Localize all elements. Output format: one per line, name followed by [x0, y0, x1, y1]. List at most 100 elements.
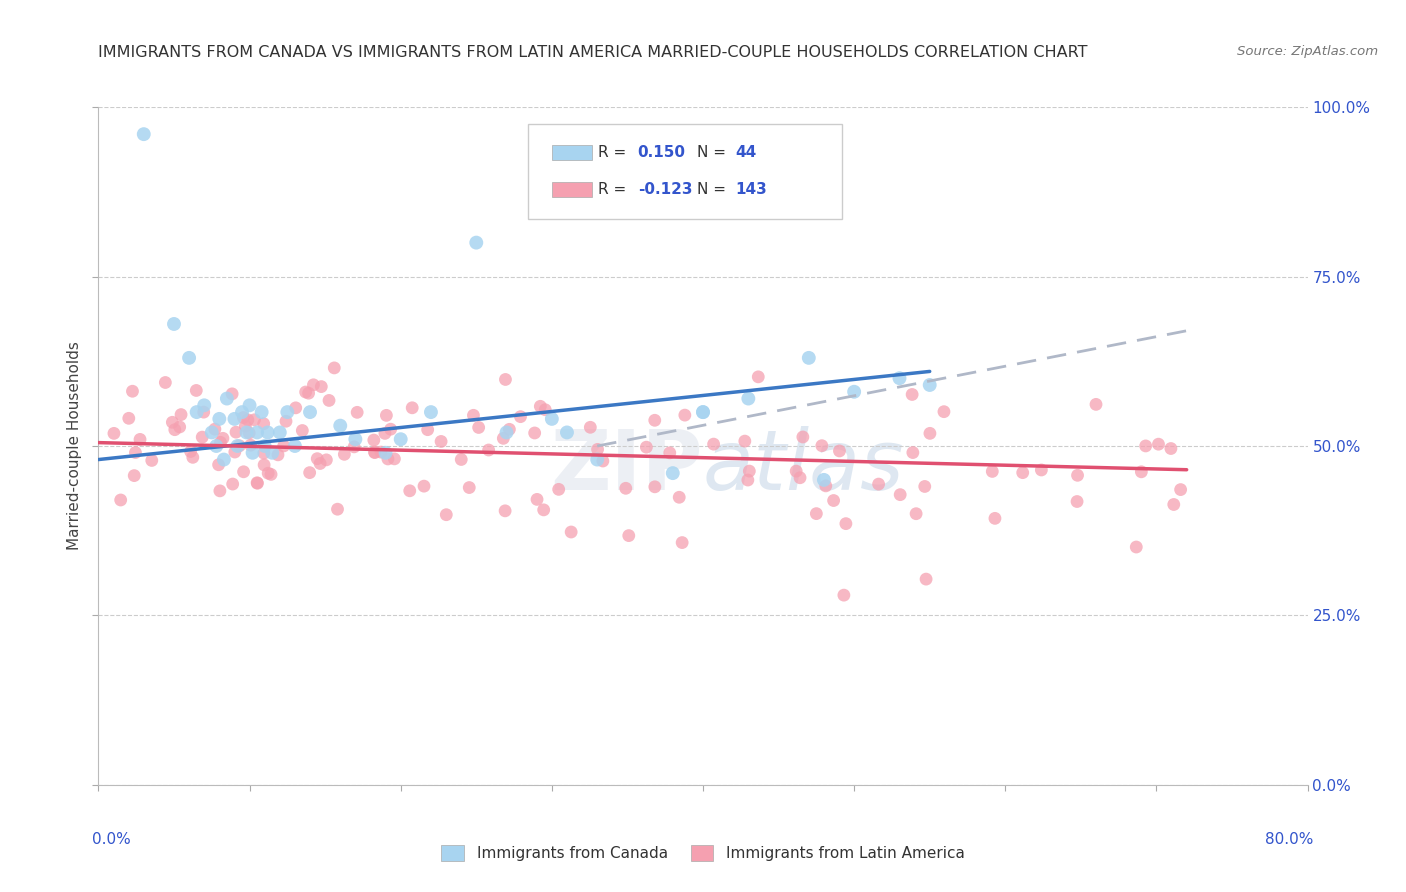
Point — [236, 413, 259, 427]
Point — [560, 524, 582, 539]
Point — [370, 445, 392, 459]
Text: IMMIGRANTS FROM CANADA VS IMMIGRANTS FROM LATIN AMERICA MARRIED-COUPLE HOUSEHOLD: IMMIGRANTS FROM CANADA VS IMMIGRANTS FRO… — [98, 45, 1088, 60]
Point — [363, 433, 385, 447]
Point — [738, 464, 761, 478]
FancyBboxPatch shape — [551, 145, 592, 160]
Point — [221, 477, 243, 491]
Point — [540, 412, 562, 426]
Legend: Immigrants from Canada, Immigrants from Latin America: Immigrants from Canada, Immigrants from … — [437, 840, 969, 865]
Point — [374, 426, 396, 441]
Text: atlas: atlas — [703, 425, 904, 507]
Point — [253, 446, 276, 460]
Point — [832, 588, 855, 602]
Point — [918, 378, 941, 392]
Point — [814, 479, 837, 493]
Y-axis label: Married-couple Households: Married-couple Households — [66, 342, 82, 550]
Point — [267, 448, 290, 462]
Point — [644, 413, 666, 427]
Point — [284, 439, 307, 453]
Point — [208, 483, 231, 498]
Point — [380, 422, 402, 436]
Point — [155, 376, 177, 390]
Point — [238, 425, 260, 440]
Point — [789, 471, 811, 485]
Point — [315, 453, 337, 467]
Point — [844, 384, 866, 399]
Point — [124, 445, 146, 459]
Point — [658, 446, 681, 460]
Point — [533, 503, 555, 517]
Point — [129, 433, 152, 447]
Point — [260, 467, 283, 482]
Point — [1011, 466, 1033, 480]
Point — [1031, 463, 1053, 477]
Point — [191, 430, 214, 444]
Point — [298, 466, 321, 480]
Point — [1163, 498, 1185, 512]
Point — [205, 439, 228, 453]
Point — [235, 425, 257, 440]
Point — [526, 492, 548, 507]
Point — [823, 493, 845, 508]
Point — [269, 425, 291, 440]
Point — [1147, 437, 1170, 451]
Point — [323, 360, 346, 375]
Point — [389, 432, 412, 446]
Point — [384, 451, 406, 466]
Point — [450, 452, 472, 467]
Point — [307, 451, 329, 466]
Point — [318, 393, 340, 408]
Point — [302, 377, 325, 392]
Text: R =: R = — [598, 145, 631, 160]
Point — [253, 417, 276, 431]
Point — [344, 432, 367, 446]
Point — [703, 437, 725, 451]
Point — [813, 473, 835, 487]
Point — [186, 384, 208, 398]
Point — [458, 481, 481, 495]
Point — [737, 392, 759, 406]
Point — [291, 424, 314, 438]
Point — [420, 405, 443, 419]
Point — [132, 127, 155, 141]
Point — [797, 351, 820, 365]
Point — [915, 572, 938, 586]
Point — [225, 425, 247, 439]
Point — [284, 401, 307, 415]
Point — [889, 488, 911, 502]
Point — [273, 439, 295, 453]
Point — [644, 480, 666, 494]
Point — [256, 425, 278, 440]
Point — [1085, 397, 1108, 411]
Point — [981, 464, 1004, 478]
Text: 80.0%: 80.0% — [1265, 832, 1313, 847]
Point — [377, 452, 399, 467]
Point — [806, 507, 828, 521]
Text: Source: ZipAtlas.com: Source: ZipAtlas.com — [1237, 45, 1378, 58]
Point — [118, 411, 141, 425]
Point — [492, 431, 515, 445]
FancyBboxPatch shape — [527, 124, 842, 219]
Point — [579, 420, 602, 434]
Point — [204, 422, 226, 436]
Point — [343, 440, 366, 454]
Point — [868, 477, 890, 491]
Point — [243, 413, 266, 427]
Point — [1066, 468, 1088, 483]
Point — [1135, 439, 1157, 453]
Point — [692, 405, 714, 419]
Point — [207, 458, 229, 472]
Point — [193, 405, 215, 419]
Point — [141, 453, 163, 467]
Text: 0.150: 0.150 — [638, 145, 686, 160]
Point — [309, 457, 332, 471]
Point — [186, 405, 208, 419]
Text: 143: 143 — [735, 182, 768, 197]
Point — [374, 446, 396, 460]
Point — [1130, 465, 1153, 479]
Point — [547, 483, 569, 497]
FancyBboxPatch shape — [551, 182, 592, 197]
Point — [523, 425, 546, 440]
Point — [747, 369, 769, 384]
Point — [586, 452, 609, 467]
